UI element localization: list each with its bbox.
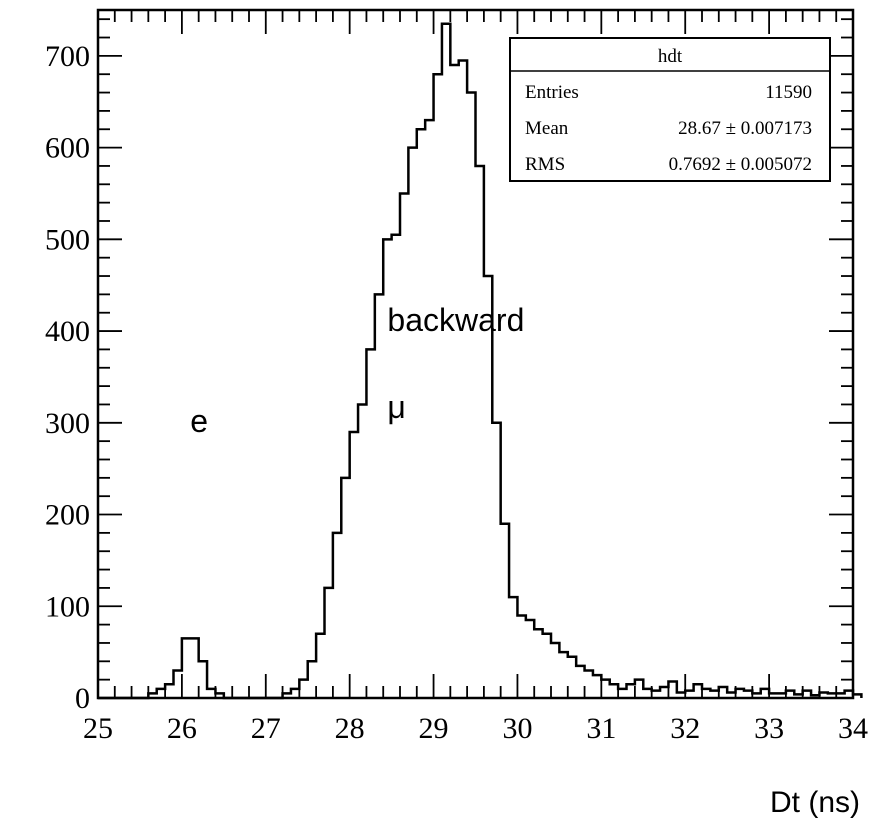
stats-label-mean: Mean (525, 118, 569, 139)
x-tick-label: 31 (586, 712, 616, 745)
plot-frame (96, 8, 855, 700)
y-tick-label: 700 (45, 40, 90, 73)
x-tick-label: 33 (754, 712, 784, 745)
stats-label-entries: Entries (525, 82, 579, 103)
x-tick-label: 27 (251, 712, 281, 745)
x-tick-label: 34 (838, 712, 868, 745)
stats-value-rms: 0.7692 ± 0.005072 (669, 154, 812, 175)
stats-title: hdt (658, 46, 683, 67)
y-tick-labels: 0 100 200 300 400 500 600 700 (45, 40, 90, 715)
stats-box-frame (509, 37, 831, 182)
y-tick-label: 0 (75, 682, 90, 715)
y-tick-label: 200 (45, 499, 90, 532)
y-tick-label: 300 (45, 407, 90, 440)
y-tick-label: 100 (45, 590, 90, 623)
y-tick-label: 400 (45, 315, 90, 348)
annotations: e backward μ (190, 302, 524, 439)
annotation-0: e (190, 403, 208, 439)
x-axis-label: Dt (ns) (770, 786, 860, 819)
axis-ticks (97, 10, 854, 699)
stats-value-entries: 11590 (765, 82, 812, 103)
stats-label-rms: RMS (525, 154, 565, 175)
x-tick-label: 28 (335, 712, 365, 745)
y-tick-label: 600 (45, 132, 90, 165)
annotation-2: μ (387, 389, 405, 425)
x-tick-labels: 25 26 27 28 29 30 31 32 33 34 (83, 712, 868, 745)
stats-box: hdt Entries 11590 Mean 28.67 ± 0.007173 … (509, 37, 831, 182)
x-tick-label: 26 (167, 712, 197, 745)
x-tick-label: 25 (83, 712, 113, 745)
x-tick-label: 29 (419, 712, 449, 745)
x-tick-label: 30 (502, 712, 532, 745)
y-tick-label: 500 (45, 223, 90, 256)
stats-value-mean: 28.67 ± 0.007173 (678, 118, 812, 139)
x-tick-label: 32 (670, 712, 700, 745)
annotation-1: backward (387, 302, 524, 338)
